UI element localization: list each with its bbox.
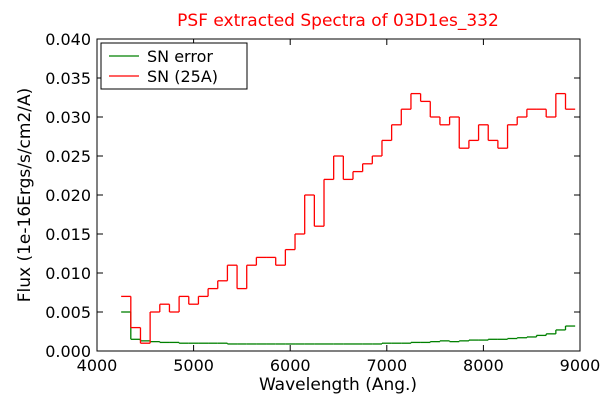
y-tick-label: 0.035 [45, 69, 91, 88]
step-riser [130, 93, 567, 344]
series [121, 311, 576, 345]
y-tick-label: 0.025 [45, 147, 91, 166]
legend-label: SN error [147, 47, 213, 66]
x-axis-label: Wavelength (Ang.) [259, 375, 417, 395]
plot-frame [96, 38, 581, 352]
legend-box [100, 42, 248, 90]
x-tick-label: 5000 [173, 356, 214, 375]
y-tick-label: 0.010 [45, 264, 91, 283]
y-tick-label: 0.020 [45, 186, 91, 205]
x-tick-label: 9000 [560, 356, 600, 375]
series [121, 92, 576, 344]
y-tick-label: 0.000 [45, 342, 91, 361]
y-tick-label: 0.015 [45, 225, 91, 244]
x-tick-label: 6000 [270, 356, 311, 375]
y-tick-label: 0.040 [45, 30, 91, 49]
legend-label: SN (25A) [147, 67, 218, 86]
y-tick-label: 0.005 [45, 303, 91, 322]
x-tick-label: 8000 [463, 356, 504, 375]
x-tick-label: 7000 [366, 356, 407, 375]
y-tick-label: 0.030 [45, 108, 91, 127]
chart-title: PSF extracted Spectra of 03D1es_332 [177, 11, 499, 31]
x-tick-label: 4000 [77, 356, 118, 375]
y-axis-label: Flux (1e-16Ergs/s/cm2/A) [15, 88, 35, 303]
